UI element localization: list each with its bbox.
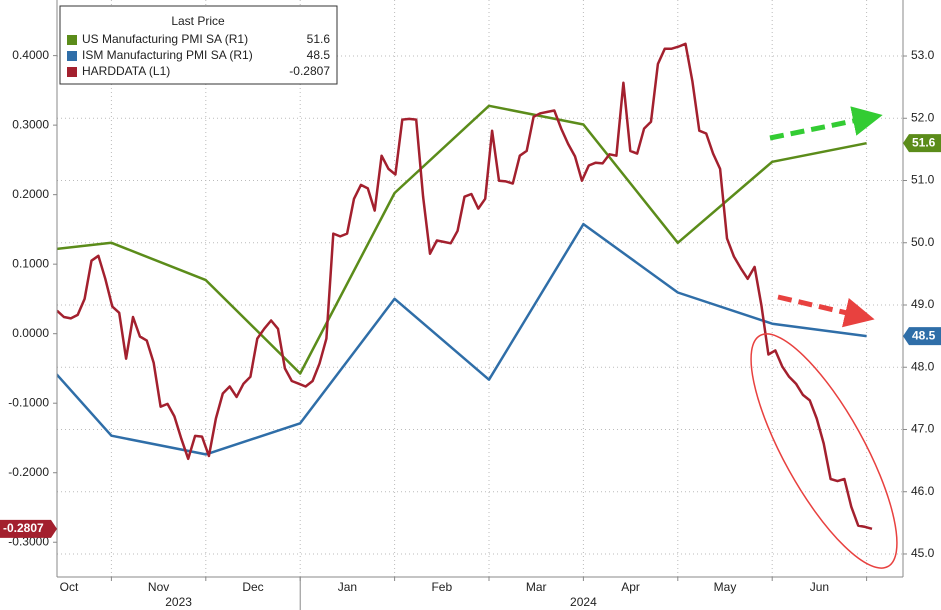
x-tick-label: Feb [431, 580, 452, 594]
last-price-tag [903, 134, 941, 153]
y-tick-label: 0.3000 [12, 117, 49, 131]
x-tick-label: Dec [242, 580, 263, 594]
last-price-tags: 51.6 48.5 -0.2807 [0, 134, 941, 538]
annotation-ellipse [750, 333, 898, 569]
y-tick-label: 0.4000 [12, 48, 49, 62]
grid [57, 0, 903, 577]
x-tick-label: Apr [621, 580, 640, 594]
y-tick-label: 0.2000 [12, 187, 49, 201]
series-line [57, 42, 873, 531]
x-tick-label: Nov [148, 580, 169, 594]
annotation-arrow [769, 106, 883, 141]
y2-tick-label: 46.0 [911, 484, 935, 498]
x-tick-label: Jun [810, 580, 829, 594]
series-line [57, 104, 867, 375]
y2-tick-label: 53.0 [911, 48, 935, 62]
y2-tick-label: 49.0 [911, 297, 935, 311]
legend-swatch [67, 35, 77, 45]
legend-box [59, 5, 338, 85]
x-tick-label: Mar [526, 580, 547, 594]
y-tick-label: 0.0000 [12, 326, 49, 340]
legend-value: 48.5 [307, 48, 331, 62]
y-tick-label: -0.3000 [8, 534, 49, 548]
last-price-label: 51.6 [912, 135, 936, 149]
y2-tick-label: 47.0 [911, 422, 935, 436]
annotation-arrow [777, 294, 875, 328]
legend: Last Price US Manufacturing PMI SA (R1) 5… [59, 5, 338, 85]
axes: 0.4000 0.3000 0.2000 0.1000 0.0000 -0.1000 -0.… [8, 48, 935, 610]
x-tick-label: May [714, 580, 737, 594]
y2-tick-label: 45.0 [911, 546, 935, 560]
x-tick-label: Jan [338, 580, 357, 594]
x-tick-label: Oct [60, 580, 79, 594]
last-price-label: 48.5 [912, 328, 936, 342]
series-line [57, 222, 867, 456]
y2-tick-label: 52.0 [911, 110, 935, 124]
last-price-tag [0, 519, 57, 538]
y-tick-label: -0.2000 [8, 465, 49, 479]
legend-label: ISM Manufacturing PMI SA (R1) [82, 48, 253, 62]
y2-tick-label: 48.0 [911, 359, 935, 373]
legend-title: Last Price [171, 14, 225, 28]
legend-label: HARDDATA (L1) [82, 64, 170, 78]
legend-value: 51.6 [307, 32, 331, 46]
last-price-label: -0.2807 [3, 521, 44, 535]
legend-swatch [67, 51, 77, 61]
year-label: 2023 [165, 595, 192, 609]
year-label: 2024 [570, 595, 597, 609]
legend-value: -0.2807 [289, 64, 330, 78]
plot-lines [57, 42, 873, 531]
legend-swatch [67, 67, 77, 77]
last-price-tag [903, 327, 941, 346]
y-tick-label: 0.1000 [12, 256, 49, 270]
y2-tick-label: 51.0 [911, 173, 935, 187]
y-tick-label: -0.1000 [8, 395, 49, 409]
y2-tick-label: 50.0 [911, 235, 935, 249]
legend-label: US Manufacturing PMI SA (R1) [82, 32, 248, 46]
